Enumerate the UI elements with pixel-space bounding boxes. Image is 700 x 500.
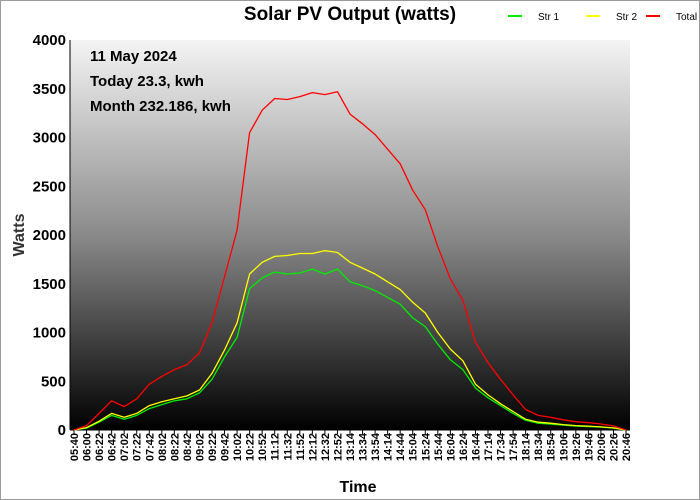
series-lines [73, 91, 627, 431]
x-tick-label: 11:12 [270, 433, 282, 461]
x-tick-label: 18:54 [546, 432, 558, 461]
x-tick-label: 20:06 [596, 433, 608, 461]
x-tick-label: 07:22 [132, 433, 144, 461]
month-energy-annotation: Month 232.186, kwh [90, 98, 231, 115]
plot-area [70, 40, 630, 430]
x-tick-label: 14:14 [383, 432, 395, 461]
x-tick-label: 12:12 [307, 433, 319, 461]
x-tick-label: 19:46 [583, 433, 595, 461]
x-tick-label: 20:46 [621, 433, 633, 461]
x-tick-labels: 05:40 06:00 06:22 06:42 07:02 07:22 07:42 08:02… [69, 430, 633, 461]
x-tick-label: 16:44 [470, 432, 482, 461]
y-tick-label: 4000 [33, 32, 66, 49]
series-line-total [73, 91, 627, 431]
x-tick-label: 08:02 [157, 433, 169, 461]
legend-label: Total [676, 12, 697, 23]
legend-label: Str 2 [616, 12, 638, 23]
x-tick-label: 17:34 [496, 432, 508, 461]
x-axis-title: Time [339, 479, 376, 496]
y-tick-label: 0 [58, 422, 66, 439]
x-tick-label: 10:52 [257, 433, 269, 461]
x-tick-label: 16:04 [445, 432, 457, 461]
x-tick-label: 16:24 [458, 432, 470, 461]
x-tick-label: 13:14 [345, 432, 357, 461]
x-tick-label: 15:44 [433, 432, 445, 461]
x-tick-label: 06:00 [82, 433, 94, 461]
x-tick-label: 18:14 [521, 432, 533, 461]
x-tick-label: 19:06 [558, 433, 570, 461]
y-tick-label: 2500 [33, 178, 66, 195]
y-tick-label: 2000 [33, 227, 66, 244]
x-tick-label: 10:02 [232, 433, 244, 461]
x-tick-label: 09:42 [220, 433, 232, 461]
x-tick-label: 08:22 [169, 433, 181, 461]
x-tick-label: 12:32 [320, 433, 332, 461]
x-tick-label: 09:02 [194, 433, 206, 461]
y-tick-label: 1000 [33, 325, 66, 342]
chart-title: Solar PV Output (watts) [244, 4, 456, 25]
x-tick-label: 06:22 [94, 433, 106, 461]
x-tick-label: 07:02 [119, 433, 131, 461]
x-tick-label: 14:44 [395, 432, 407, 461]
x-tick-label: 19:26 [571, 433, 583, 461]
x-tick-label: 11:52 [295, 433, 307, 461]
x-tick-label: 17:54 [508, 432, 520, 461]
y-tick-label: 3000 [33, 130, 66, 147]
y-tick-label: 3500 [33, 81, 66, 98]
x-tick-label: 09:22 [207, 433, 219, 461]
x-tick-label: 13:54 [370, 432, 382, 461]
legend: Str 1 Str 2 Total [508, 12, 697, 23]
x-tick-label: 10:22 [245, 433, 257, 461]
x-tick-label: 05:40 [69, 433, 81, 461]
x-tick-label: 15:24 [420, 432, 432, 461]
series-line-str-1 [73, 268, 627, 431]
series-line-str-2 [73, 249, 627, 431]
y-tick-label: 1500 [33, 276, 66, 293]
x-tick-label: 08:42 [182, 433, 194, 461]
y-tick-label: 500 [41, 373, 66, 390]
x-tick-label: 18:34 [533, 432, 545, 461]
x-tick-label: 15:04 [408, 432, 420, 461]
x-tick-label: 07:42 [144, 433, 156, 461]
date-annotation: 11 May 2024 [90, 48, 177, 65]
y-axis-title: Watts [11, 213, 28, 256]
y-tick-labels: 0 500 1000 1500 2000 2500 3000 3500 4000 [33, 32, 66, 439]
x-tick-label: 13:34 [358, 432, 370, 461]
x-tick-label: 06:42 [107, 433, 119, 461]
x-tick-label: 12:52 [332, 433, 344, 461]
x-tick-label: 20:26 [608, 433, 620, 461]
x-tick-label: 17:14 [483, 432, 495, 461]
today-energy-annotation: Today 23.3, kwh [90, 73, 204, 90]
x-tick-label: 11:32 [282, 433, 294, 461]
legend-label: Str 1 [538, 12, 560, 23]
